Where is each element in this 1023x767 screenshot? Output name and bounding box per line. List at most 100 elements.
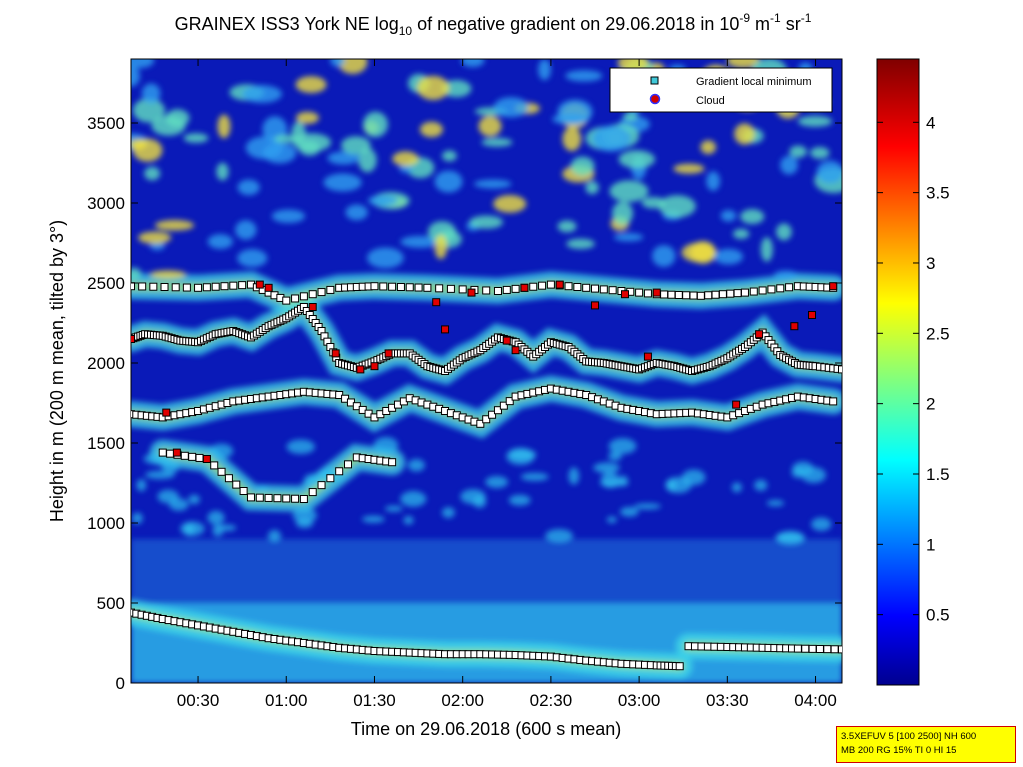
y-tick-label: 3500 (87, 114, 125, 133)
legend-box (609, 67, 833, 113)
heatmap-patch (169, 498, 189, 511)
heatmap-patch (565, 70, 603, 82)
heatmap-patch (131, 59, 155, 69)
heatmap-patch (271, 209, 306, 223)
heatmap-patch (538, 59, 551, 81)
gradient-minimum-marker (511, 284, 520, 293)
x-tick-label: 04:00 (794, 691, 837, 710)
gradient-minimum-marker (299, 292, 308, 301)
heatmap-patch (361, 515, 385, 523)
heatmap-patch (665, 476, 692, 494)
heatmap-patch (295, 111, 320, 124)
gradient-minimum-marker (166, 449, 175, 458)
heatmap-patch (520, 472, 549, 481)
colorbar: 0.5 1 1.5 2 2.5 3 3.5 4 (876, 58, 950, 686)
gradient-minimum-marker (195, 453, 204, 462)
heatmap-patch (608, 438, 637, 455)
gradient-minimum-marker (758, 286, 767, 295)
heatmap-patch (267, 529, 282, 542)
gradient-minimum-marker (211, 282, 220, 291)
heatmap-patch (592, 125, 631, 152)
gradient-minimum-marker (776, 284, 785, 293)
legend-marker-gradient-minimum (650, 76, 659, 85)
y-tick-label: 2000 (87, 354, 125, 373)
y-tick-label: 0 (116, 674, 125, 693)
heatmap-patch (593, 462, 620, 474)
heatmap-patch (209, 443, 234, 459)
heatmap-patch (608, 451, 622, 461)
gradient-minimum-marker (180, 451, 189, 460)
y-tick-label: 3000 (87, 194, 125, 213)
legend-marker-cloud (649, 93, 661, 105)
y-axis: 0 500 1000 1500 2000 2500 3000 3500 (87, 114, 842, 693)
heatmap-patch (774, 270, 798, 279)
gradient-minimum-marker (573, 283, 582, 291)
gradient-minimum-marker (217, 467, 226, 476)
gradient-minimum-marker (246, 493, 255, 502)
gradient-minimum-marker (160, 283, 169, 291)
gradient-minimum-marker (785, 283, 794, 292)
heatmap-patch (473, 495, 487, 508)
gradient-minimum-marker (684, 642, 693, 651)
heatmap-patch (145, 470, 175, 480)
gradient-minimum-marker (808, 644, 817, 653)
heatmap-patch (792, 461, 814, 475)
cloud-marker (555, 280, 564, 289)
cloud-marker (264, 283, 273, 292)
heatmap-patch (552, 113, 590, 125)
heatmap-patch (207, 510, 225, 525)
x-tick-label: 02:30 (530, 691, 573, 710)
heatmap-patch (469, 215, 504, 229)
info-line-2: MB 200 RG 15% TI 0 HI 15 (841, 745, 957, 756)
heatmap-patch (256, 484, 269, 492)
heatmap-patch (652, 245, 676, 267)
gradient-minimum-marker (696, 291, 705, 300)
heatmap-patch (754, 479, 768, 491)
heatmap-patch (141, 83, 161, 104)
cloud-marker (591, 301, 600, 310)
title-exponent-3: -1 (801, 11, 812, 25)
heatmap-patch (237, 249, 268, 268)
heatmap-patch (131, 267, 142, 280)
heatmap-patch (327, 151, 360, 165)
gradient-minimum-marker (482, 415, 491, 424)
cloud-marker (652, 288, 661, 297)
heatmap-patch (274, 134, 299, 144)
heatmap-patch (760, 237, 773, 262)
heatmap-patch (363, 111, 388, 138)
heatmap-patch (613, 233, 644, 242)
gradient-minimum-marker (838, 645, 842, 654)
colorbar-tick-label: 2 (926, 395, 935, 414)
heatmap-patch (493, 194, 527, 213)
heatmap (131, 59, 842, 683)
cloud-marker (331, 349, 340, 358)
heatmap-patch (131, 65, 140, 87)
heatmap-patch (132, 138, 163, 162)
heatmap-patch (766, 499, 785, 507)
heatmap-patch (441, 507, 455, 518)
gradient-minimum-marker (299, 495, 308, 503)
gradient-minimum-marker (710, 642, 719, 651)
gradient-minimum-marker (704, 291, 713, 300)
gradient-minimum-marker (388, 458, 397, 467)
heatmap-patch (506, 447, 535, 465)
gradient-minimum-marker (282, 494, 291, 503)
cloud-marker (520, 283, 529, 292)
gradient-minimum-marker (210, 461, 219, 470)
heatmap-patch (340, 136, 371, 155)
legend: Gradient local minimum Cloud (609, 67, 833, 113)
gradient-minimum-marker (697, 642, 706, 651)
cloud-marker (384, 349, 393, 358)
heatmap-patch (618, 150, 656, 169)
colorbar-tick-label: 1.5 (926, 465, 950, 484)
heatmap-patch (235, 220, 257, 240)
cloud-marker (255, 280, 264, 289)
cloud-marker (162, 408, 171, 417)
gradient-minimum-marker (499, 401, 508, 410)
cloud-markers (131, 280, 838, 463)
x-axis: 00:30 01:00 01:30 02:00 02:30 03:00 03:30 04:00 (177, 59, 837, 710)
gradient-minimum-marker (749, 287, 758, 296)
heatmap-patch (323, 173, 362, 192)
gradient-minimum-marker (423, 283, 432, 292)
gradient-minimum-marker (830, 645, 839, 654)
